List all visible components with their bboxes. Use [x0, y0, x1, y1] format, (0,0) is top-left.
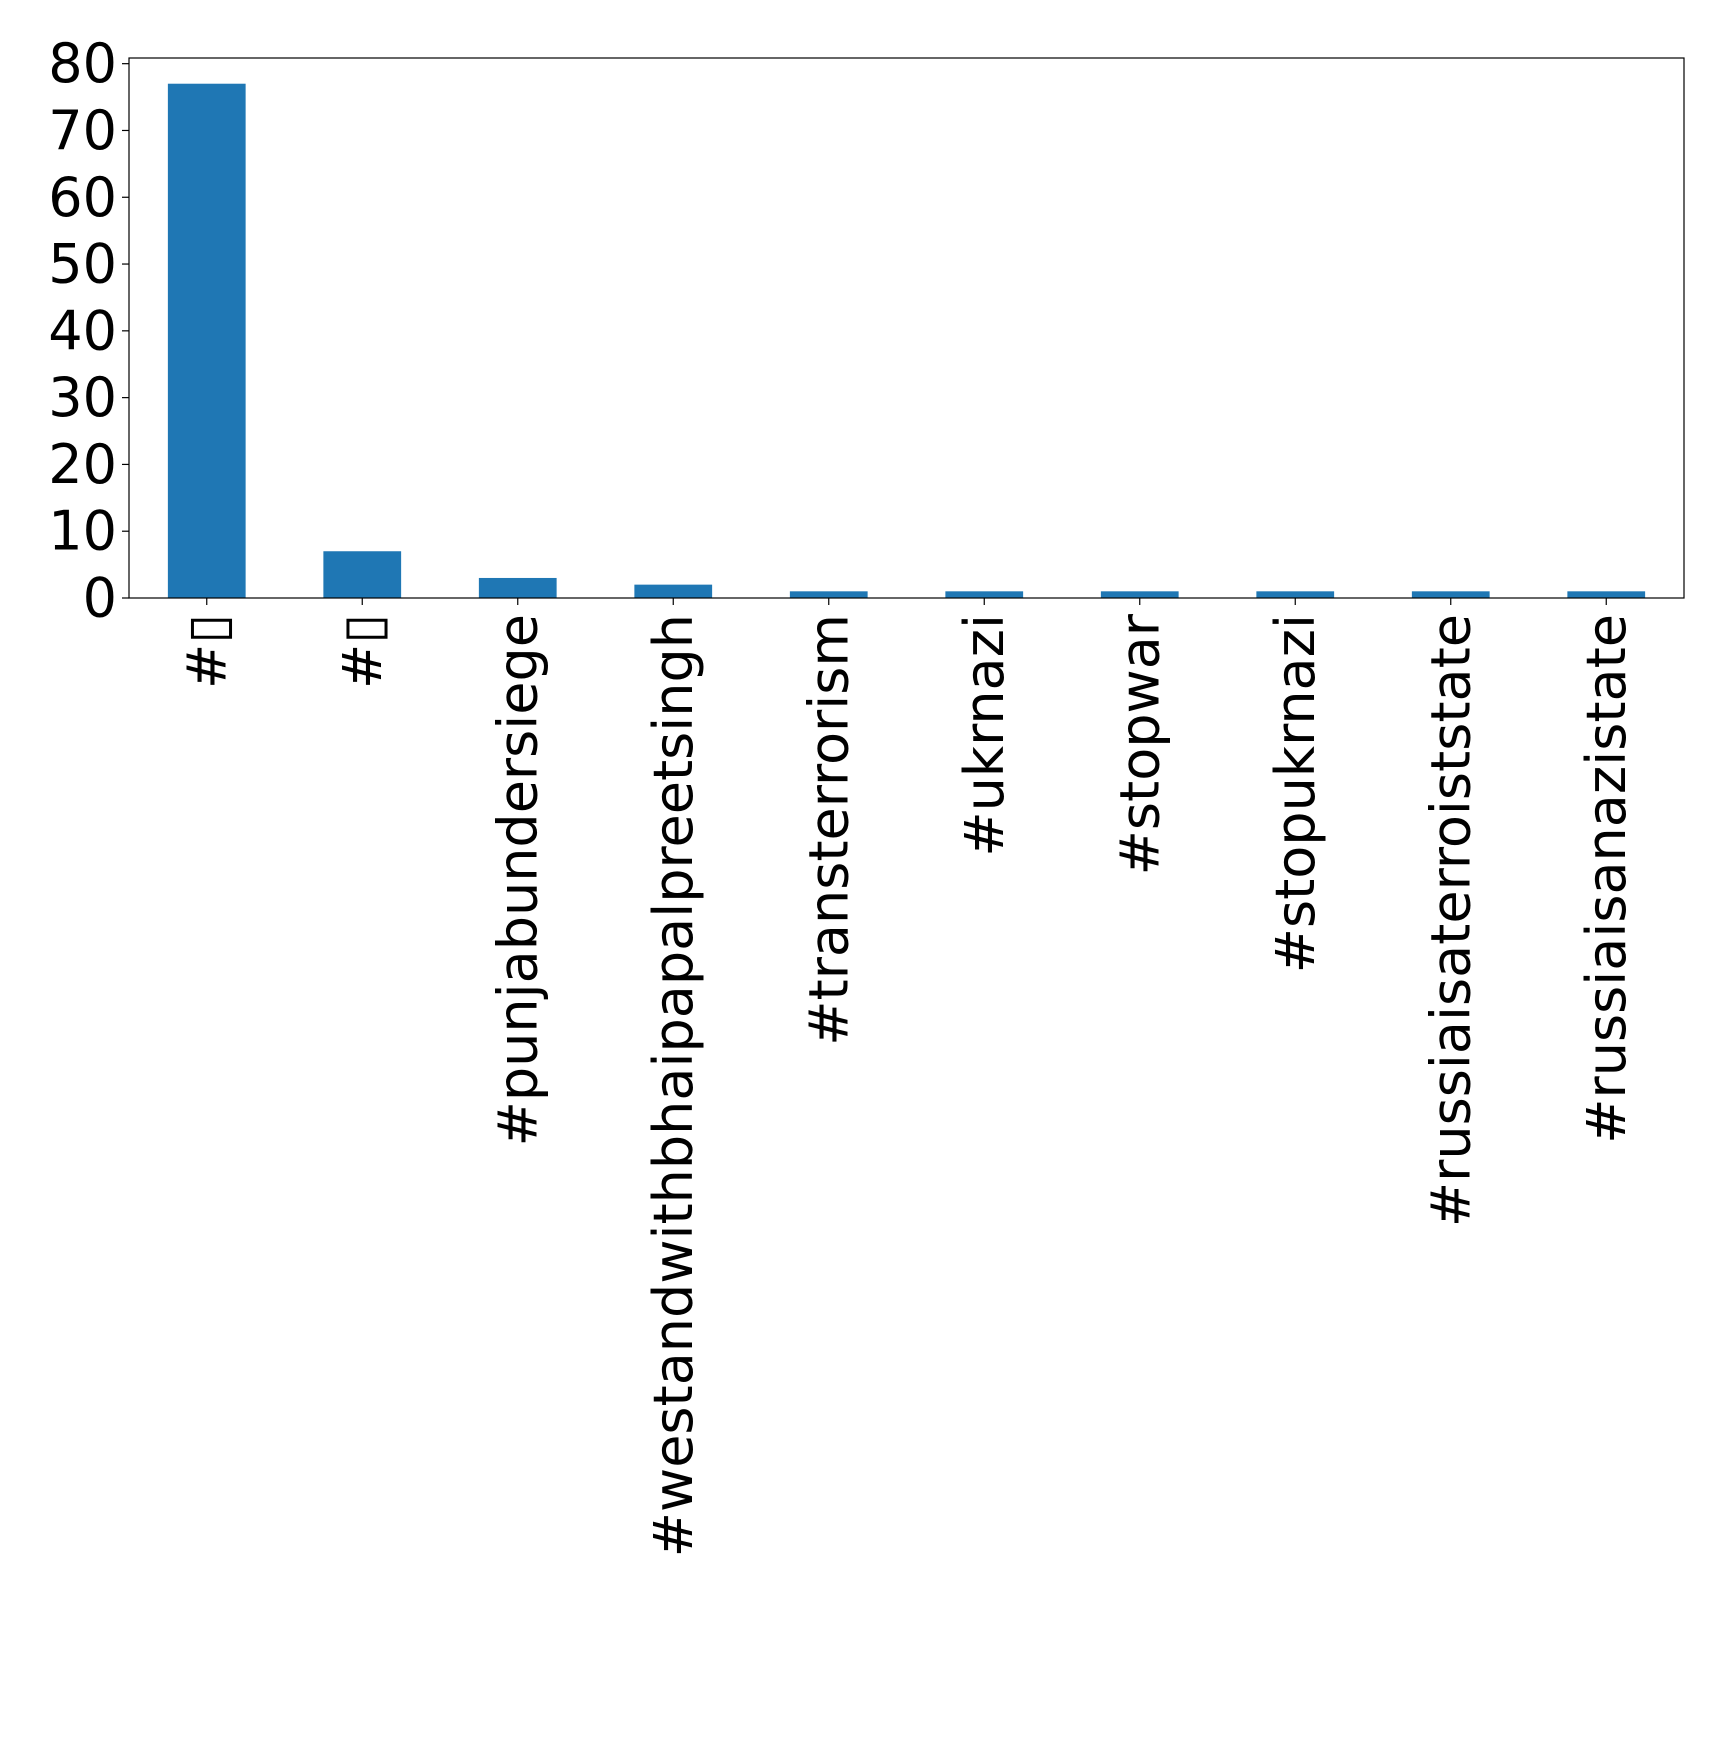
bar: [789, 591, 868, 598]
plot-frame: [128, 57, 1685, 599]
y-tick-label: 10: [48, 500, 117, 563]
x-tick-label: #stopukrnazi: [1264, 614, 1327, 973]
bar: [1100, 591, 1179, 598]
x-tick-label: #westandwithbhaipapalpreetsingh: [642, 614, 705, 1557]
x-axis: #▯ #▯ #punjabundersiege #westandwithbhaipap…: [175, 598, 1638, 1557]
x-tick-label: #▯: [331, 614, 394, 689]
x-tick-label: #russiaisanazistate: [1575, 614, 1638, 1144]
bar: [478, 577, 557, 598]
y-tick-label: 40: [48, 299, 117, 362]
y-tick-label: 50: [48, 233, 117, 296]
bar: [1567, 591, 1646, 598]
y-tick-label: 80: [48, 32, 117, 95]
bar: [945, 591, 1024, 598]
bar: [634, 584, 713, 598]
x-tick-label: #▯: [175, 614, 238, 689]
bar: [1411, 591, 1490, 598]
y-tick-label: 30: [48, 366, 117, 429]
bars-group: [167, 83, 1646, 598]
x-tick-label: #russiaisaterroiststate: [1419, 614, 1482, 1227]
x-tick-label: #punjabundersiege: [486, 614, 549, 1146]
bar: [1256, 591, 1335, 598]
bar: [167, 83, 246, 598]
bar: [323, 551, 402, 598]
y-tick-label: 70: [48, 99, 117, 162]
x-tick-label: #ukrnazi: [953, 614, 1016, 857]
y-tick-label: 0: [83, 567, 117, 630]
y-tick-label: 20: [48, 433, 117, 496]
y-tick-label: 60: [48, 166, 117, 229]
x-tick-label: #transterrorism: [797, 614, 860, 1046]
x-tick-label: #stopwar: [1108, 613, 1171, 875]
